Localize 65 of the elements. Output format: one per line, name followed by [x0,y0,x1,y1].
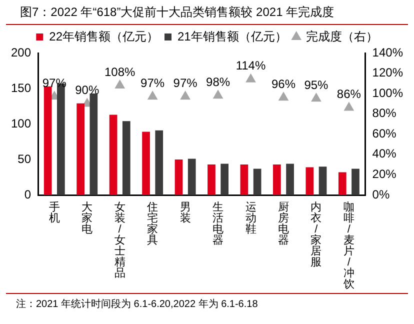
bar [253,168,262,195]
x-tick-label: 大家电 [82,200,93,236]
point [344,102,354,111]
legend-label: 22年销售额（亿元） [49,29,159,44]
y2-tick-label: 60% [372,126,397,140]
data-label: 95% [304,78,329,92]
chart-title: 图7：2022 年“618”大促前十大品类销售额较 2021 年完成度 [6,0,408,25]
bar [220,164,229,195]
data-label: 97% [42,76,67,90]
x-tick-label: 女装/女士精品 [114,202,126,280]
x-tick-label: 生活电器 [212,200,224,247]
bar [240,164,248,195]
y2-tick-label: 120% [372,66,404,80]
y2-tick-label: 100% [372,86,404,100]
bar [273,164,281,195]
data-label: 98% [206,74,230,89]
point [115,80,125,88]
point [246,74,256,82]
bar [286,164,294,195]
data-label: 114% [236,58,266,73]
x-tick-label: 咖啡/麦片/冲饮 [342,200,354,291]
x-tick-label: 住宅家具 [147,202,158,247]
bar [338,172,346,195]
point [213,90,223,99]
y-tick-label: 0 [24,187,32,202]
data-label: 108% [104,64,136,79]
data-label: 97% [173,76,198,90]
y-tick-label: 150 [10,80,32,95]
x-tick-label: 手机 [48,200,60,225]
data-label: 90% [75,83,100,98]
y2-tick-label: 0% [372,187,390,202]
y-tick-label: 50 [18,152,32,166]
point [148,91,158,100]
point [278,92,288,101]
y2-tick-label: 20% [372,167,397,182]
legend-label: 21年销售额（亿元） [178,29,287,44]
y2-tick-label: 40% [372,146,397,161]
bar [142,132,150,195]
x-tick-label: 厨房电器 [278,202,289,247]
y2-tick-label: 140% [372,45,404,60]
bar [306,167,314,195]
text: 注：2021 年统计时间段为 6.1-6.20,2022 年为 6.1-6.18 [6,293,408,314]
bar [90,93,98,195]
y2-tick-label: 80% [372,106,397,120]
bar [122,121,130,195]
bar [318,166,327,195]
x-tick-label: 内衣/家居服 [310,200,322,269]
x-tick-label: 运动鞋 [245,200,256,236]
bar [352,168,360,195]
bar [188,158,196,195]
bar [155,130,164,195]
bar [76,103,84,195]
y-tick-label: 200 [10,45,32,60]
bar [44,86,52,195]
data-label: 97% [140,76,165,90]
y-tick-label: 100 [10,116,32,130]
x-tick-label: 男装 [180,202,191,225]
point [311,93,322,102]
data-label: 96% [271,76,296,91]
point [180,91,190,100]
bar [174,160,183,195]
data-label: 86% [336,87,362,102]
bar [208,164,216,195]
bar [109,114,118,195]
legend-label: 完成度（右） [306,29,378,44]
